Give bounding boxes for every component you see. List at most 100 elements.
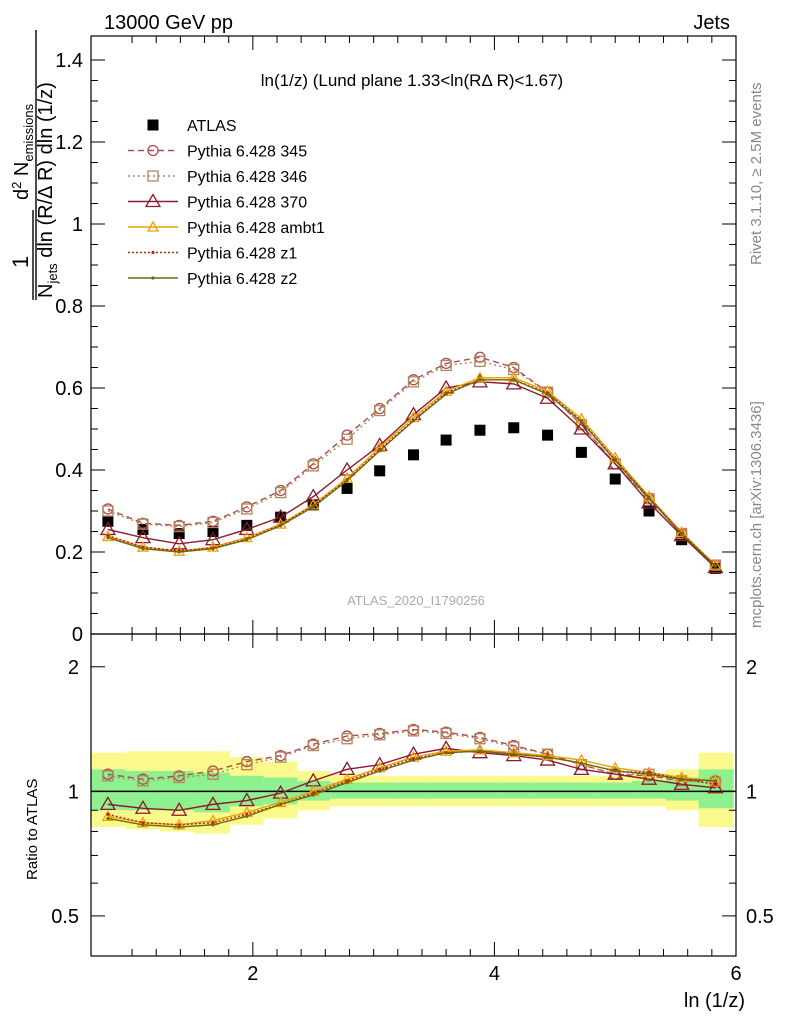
- legend-marker: [147, 119, 159, 131]
- analysis-watermark: ATLAS_2020_I1790256: [347, 593, 485, 608]
- ratio-point-z2: [613, 769, 617, 773]
- plot-title: ln(1/z) (Lund plane 1.33<ln(RΔ R)<1.67): [261, 71, 563, 90]
- legend-marker: [146, 220, 160, 232]
- data-point-atlas: [508, 422, 520, 434]
- data-point-z2: [545, 392, 550, 396]
- data-point-z2: [106, 536, 110, 540]
- legend-entry-p346: Pythia 6.428 346: [128, 169, 307, 186]
- ratio-y-tick-label: 2: [746, 657, 757, 679]
- data-point-ambt1: [101, 530, 115, 542]
- ratio-point-p370: [171, 801, 188, 816]
- x-tick-label: 4: [489, 963, 500, 985]
- ratio-point-ambt1: [101, 810, 115, 822]
- data-point-atlas: [241, 519, 253, 531]
- data-point-p370: [238, 521, 255, 536]
- ratio-point-z2: [478, 749, 482, 753]
- y-tick-label: 0.6: [55, 378, 83, 400]
- ratio-point-p346: [207, 768, 219, 780]
- y-tick-label: 0.2: [55, 542, 83, 564]
- data-point-p370: [505, 375, 522, 390]
- ratio-y-tick-label: 1: [68, 781, 79, 803]
- svg-text:1: 1: [8, 256, 33, 268]
- ratio-point-p346: [173, 771, 185, 784]
- data-point-p370: [272, 508, 289, 523]
- data-point-z2: [647, 496, 651, 500]
- series-line-p370: [107, 381, 716, 569]
- data-point-p370: [171, 535, 188, 550]
- data-point-z2: [411, 419, 416, 423]
- rivet-version-label: Rivet 3.1.10, ≥ 2.5M events: [748, 83, 765, 266]
- legend-label: Pythia 6.428 z1: [187, 246, 297, 263]
- ratio-point-z2: [647, 772, 651, 776]
- ratio-point-z2: [141, 823, 145, 827]
- ratio-point-z2: [279, 802, 283, 806]
- ratio-point-ambt1: [473, 743, 487, 755]
- ratio-point-p370: [204, 796, 222, 811]
- ratio-point-p370: [640, 770, 658, 785]
- data-point-atlas: [440, 434, 452, 446]
- data-point-z2: [713, 564, 718, 568]
- series-line-p346: [107, 360, 716, 566]
- ratio-line-p345: [107, 728, 716, 782]
- series-line-p345: [107, 356, 716, 566]
- y-tick-label: 1.2: [55, 132, 83, 154]
- data-point-p370: [204, 531, 222, 546]
- data-point-ambt1: [136, 540, 150, 552]
- legend-entry-p345: Pythia 6.428 345: [128, 144, 307, 161]
- y-tick-label: 0: [72, 624, 83, 646]
- data-point-atlas: [408, 449, 419, 461]
- legend-label: Pythia 6.428 ambt1: [187, 220, 325, 237]
- data-point-p370: [305, 488, 322, 503]
- legend-entry-z2: Pythia 6.428 z2: [128, 271, 297, 288]
- ratio-point-z2: [345, 780, 349, 785]
- data-point-p346: [102, 505, 114, 517]
- x-tick-label: 6: [730, 963, 741, 985]
- ratio-point-z1: [106, 812, 110, 816]
- ratio-point-z2: [177, 825, 181, 829]
- ratio-line-p370: [107, 747, 716, 811]
- ratio-frame: [90, 633, 737, 957]
- ratio-point-p346: [440, 727, 452, 740]
- data-point-ambt1: [473, 371, 487, 383]
- ratio-point-z2: [512, 752, 516, 756]
- y-tick-label: 1: [72, 214, 83, 236]
- series-ambt1: [101, 371, 722, 570]
- data-point-p346: [274, 486, 287, 499]
- mcplots-label: mcplots.cern.ch [arXiv:1306.3436]: [748, 401, 765, 628]
- ratio-point-p370: [238, 792, 255, 807]
- y-tick-label: 1.4: [55, 50, 83, 72]
- data-point-atlas: [643, 505, 655, 517]
- data-point-ambt1: [709, 558, 722, 570]
- data-point-atlas: [374, 465, 386, 477]
- ratio-y-tick-label: 1: [746, 781, 757, 803]
- legend-entry-atlas: ATLAS: [147, 118, 237, 135]
- lower-y-axis-label: Ratio to ATLAS: [24, 779, 41, 880]
- series-p345: [102, 351, 722, 571]
- data-point-atlas: [173, 528, 185, 540]
- data-point-z2: [245, 538, 249, 542]
- ratio-y-tick-label: 2: [68, 657, 79, 679]
- ratio-series-z2: [106, 749, 718, 829]
- data-point-atlas: [609, 473, 621, 485]
- ratio-point-p346: [508, 741, 520, 753]
- ratio-point-p370: [673, 775, 690, 790]
- legend-label: ATLAS: [187, 118, 237, 135]
- ratio-line-p346: [107, 730, 716, 784]
- data-point-p346: [207, 516, 219, 529]
- data-point-ambt1: [173, 544, 186, 556]
- data-point-atlas: [575, 446, 587, 458]
- legend: ATLAS Pythia 6.428 345 Pythia 6.428 346 Pyt…: [128, 118, 325, 288]
- data-point-atlas: [542, 429, 554, 441]
- ratio-point-p346: [137, 775, 149, 787]
- x-tick-label: 2: [247, 963, 258, 985]
- ratio-point-z2: [245, 814, 249, 818]
- y-tick-label: 0.8: [55, 296, 83, 318]
- data-point-z2: [211, 547, 215, 551]
- svg-text:Njets dln (R/Δ R) dln (1/z): Njets dln (R/Δ R) dln (1/z): [35, 82, 60, 298]
- data-point-p346: [241, 503, 253, 515]
- data-point-z2: [613, 458, 617, 463]
- data-point-z2: [311, 505, 315, 509]
- data-point-z2: [378, 449, 382, 453]
- header-left-label: 13000 GeV pp: [104, 12, 233, 34]
- legend-marker: [144, 193, 162, 208]
